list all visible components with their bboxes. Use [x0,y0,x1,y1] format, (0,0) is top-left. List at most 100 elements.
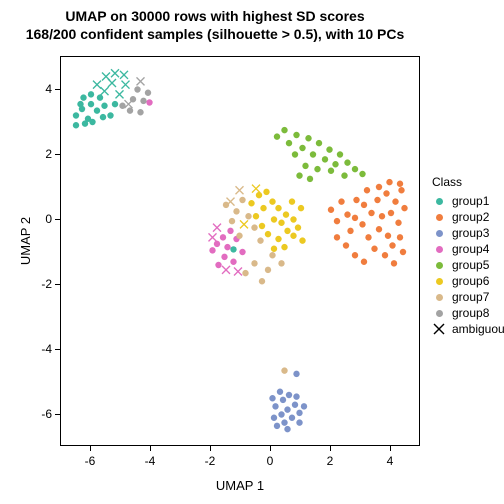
point-dot [73,122,79,128]
point-dot [293,371,299,377]
point-x [227,198,235,206]
point-dot [260,205,266,211]
point-dot [229,218,235,224]
legend-label: group5 [452,258,489,272]
point-dot [253,213,259,219]
y-tick [55,349,60,350]
point-dot [397,181,403,187]
point-dot [302,163,308,169]
point-dot [251,224,257,230]
point-dot [248,200,254,206]
point-x [93,81,101,89]
point-dot [328,168,334,174]
point-dot [101,103,107,109]
point-dot [299,145,305,151]
point-dot [283,211,289,217]
point-dot [290,233,296,239]
point-dot [290,216,296,222]
point-dot [289,415,295,421]
point-dot [274,423,280,429]
point-dot [347,228,353,234]
point-dot [88,91,94,97]
chart-title: UMAP on 30000 rows with highest SD score… [0,8,430,43]
point-dot [286,140,292,146]
point-x [222,266,230,274]
point-dot [352,252,358,258]
point-dot [344,211,350,217]
point-dot [337,151,343,157]
point-dot [275,236,281,242]
point-dot [296,419,302,425]
legend-label: group3 [452,226,489,240]
point-dot [278,411,284,417]
point-dot [376,184,382,190]
legend-title: Class [432,175,504,189]
point-dot [220,234,226,240]
point-dot [299,237,305,243]
point-dot [289,198,295,204]
legend-x-icon [432,322,446,336]
point-dot [382,252,388,258]
x-tick [270,446,271,451]
point-dot [284,228,290,234]
point-dot [338,198,344,204]
point-dot [263,189,269,195]
x-tick [150,446,151,451]
point-dot [215,262,221,268]
legend-dot-icon [432,274,446,288]
point-dot [242,270,248,276]
point-dot [269,395,275,401]
point-dot [274,133,280,139]
point-dot [94,107,100,113]
point-dot [359,171,365,177]
legend-item: group8 [432,305,504,321]
y-axis-label: UMAP 2 [18,201,33,281]
point-dot [259,223,265,229]
plot-area [60,56,420,446]
point-dot [107,112,113,118]
point-dot [265,231,271,237]
legend-label: group2 [452,210,489,224]
x-tick [210,446,211,451]
point-dot [223,202,229,208]
point-dot [100,114,106,120]
legend-label: group1 [452,194,489,208]
y-tick-label: 4 [34,82,52,96]
x-axis-label: UMAP 1 [60,478,420,493]
point-dot [281,244,287,250]
point-x [120,71,128,79]
point-dot [386,179,392,185]
chart-title-line1: UMAP on 30000 rows with highest SD score… [0,8,430,26]
point-dot [146,99,152,105]
point-dot [296,172,302,178]
y-tick [55,89,60,90]
point-dot [278,220,284,226]
legend-label: group8 [452,306,489,320]
point-dot [322,156,328,162]
y-tick [55,414,60,415]
legend-item: group3 [432,225,504,241]
y-tick-label: 0 [34,212,52,226]
y-tick-label: -4 [34,342,52,356]
point-x [122,81,130,89]
x-tick [90,446,91,451]
point-dot [301,403,307,409]
point-dot [280,397,286,403]
x-tick-label: -6 [85,454,96,468]
point-dot [80,94,86,100]
point-dot [277,389,283,395]
point-dot [140,98,146,104]
y-tick [55,219,60,220]
point-dot [334,218,340,224]
point-dot [145,90,151,96]
point-dot [77,101,83,107]
point-dot [353,197,359,203]
point-x [116,90,124,98]
x-tick-label: -2 [205,454,216,468]
x-tick-label: -4 [145,454,156,468]
point-dot [352,215,358,221]
point-dot [326,146,332,152]
point-dot [82,120,88,126]
point-dot [233,208,239,214]
legend-dot-icon [432,258,446,272]
